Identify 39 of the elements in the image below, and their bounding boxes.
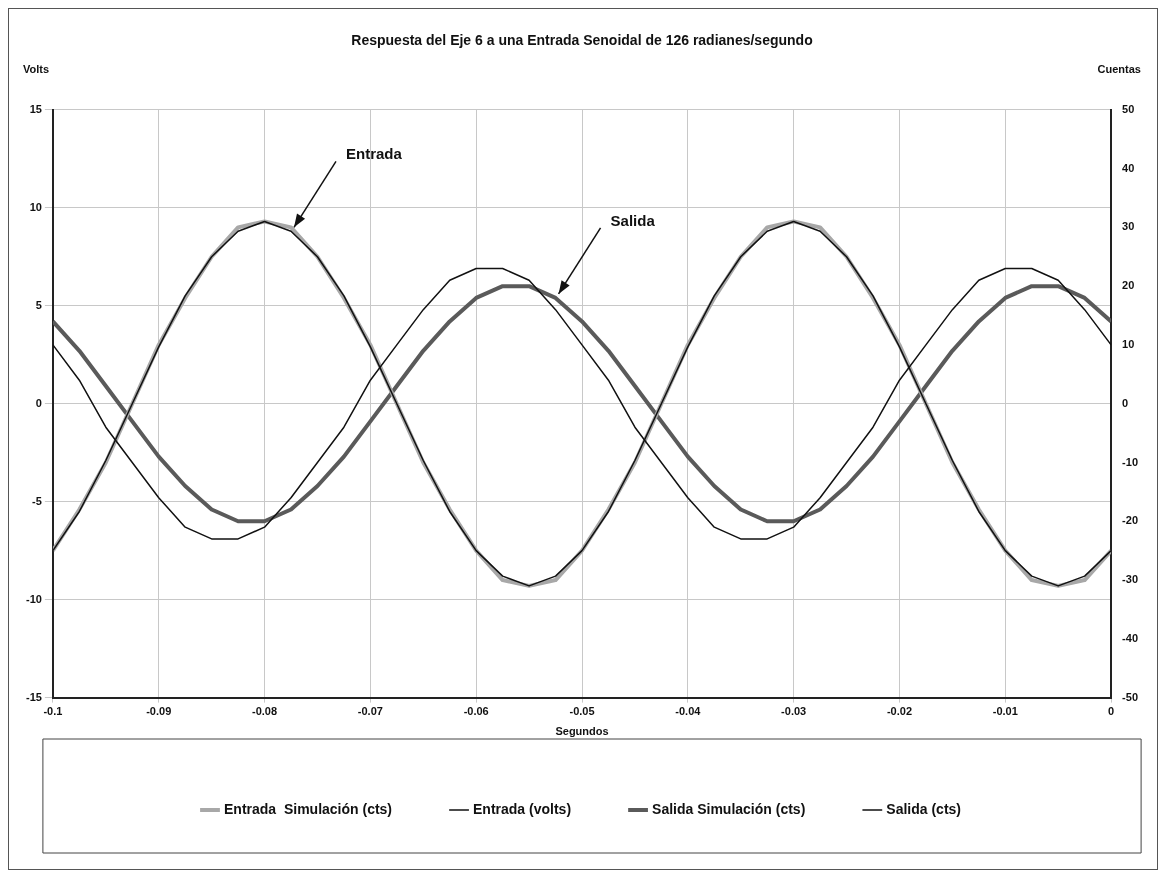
x-tick-label: -0.04 — [675, 705, 702, 718]
y2-tick-label: 50 — [1122, 102, 1135, 115]
y-tick-label: -10 — [25, 592, 42, 605]
x-tick-label: -0.01 — [992, 705, 1018, 718]
y-tick-label: 15 — [29, 102, 42, 115]
y2-tick-label: -10 — [1122, 455, 1139, 468]
chart-title: Respuesta del Eje 6 a una Entrada Senoidal de 126 radianes/segundo — [351, 32, 813, 49]
x-tick-label: -0.02 — [886, 705, 912, 718]
y-axis-title: Volts — [23, 62, 50, 75]
y2-tick-label: 0 — [1122, 396, 1129, 409]
y-tick-label: 10 — [29, 200, 42, 213]
legend-label: Salida (cts) — [886, 800, 962, 817]
y2-axis-title: Cuentas — [1097, 62, 1141, 75]
x-tick-label: 0 — [1108, 705, 1115, 718]
y-tick-label: -15 — [25, 690, 42, 703]
y-tick-label: 0 — [35, 396, 42, 409]
y-tick-label: 5 — [35, 298, 42, 311]
x-tick-label: -0.07 — [357, 705, 383, 718]
y2-tick-label: -50 — [1122, 690, 1139, 703]
y2-tick-label: 40 — [1122, 161, 1135, 174]
x-axis-title: Segundos — [555, 725, 609, 738]
x-tick-label: -0.03 — [781, 705, 807, 718]
y2-tick-label: -40 — [1122, 631, 1139, 644]
y-tick-label: -5 — [32, 494, 42, 507]
x-tick-label: -0.05 — [569, 705, 595, 718]
annotation: Salida — [610, 212, 656, 230]
y2-tick-label: 30 — [1122, 220, 1135, 233]
legend-label: Entrada Simulación (cts) — [224, 800, 393, 817]
x-tick-label: -0.1 — [43, 705, 63, 718]
y2-tick-label: 20 — [1122, 279, 1135, 292]
x-tick-label: -0.09 — [146, 705, 172, 718]
x-tick-label: -0.06 — [463, 705, 489, 718]
y2-tick-label: -30 — [1122, 573, 1139, 586]
y2-tick-label: 10 — [1122, 337, 1135, 350]
x-tick-label: -0.08 — [252, 705, 278, 718]
legend-label: Entrada (volts) — [473, 800, 572, 817]
legend-label: Salida Simulación (cts) — [652, 800, 806, 817]
annotation: Entrada — [345, 145, 403, 163]
y2-tick-label: -20 — [1122, 514, 1139, 527]
